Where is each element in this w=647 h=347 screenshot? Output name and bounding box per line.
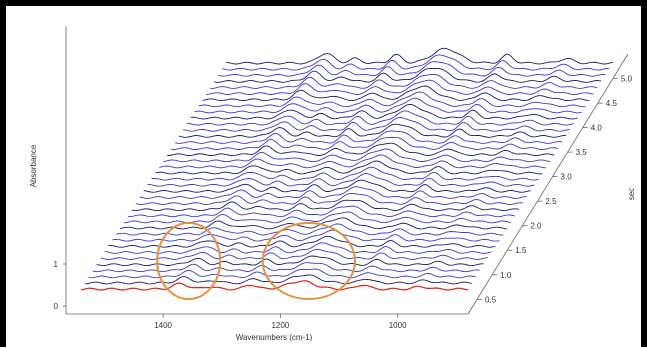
z-tick-label: 3.0 — [561, 173, 573, 182]
spectrum-trace — [178, 123, 567, 138]
spectrum-trace — [100, 248, 488, 260]
spectrum-trace — [147, 173, 535, 187]
spectrum-trace — [163, 148, 551, 163]
z-axis-line — [467, 53, 629, 315]
spectrum-trace — [108, 235, 496, 248]
z-tick-label: 2.5 — [545, 197, 557, 206]
spectrum-trace — [88, 268, 476, 279]
highlight-ellipse — [156, 222, 222, 300]
spectrum-trace — [190, 104, 578, 120]
z-axis-title: sec — [627, 188, 636, 200]
spectrum-trace — [96, 255, 484, 267]
y-tick-label: 1 — [54, 260, 59, 269]
spectrum-trace — [194, 97, 582, 114]
spectrum-trace — [112, 229, 500, 242]
z-tick-label: 5.0 — [621, 75, 633, 84]
spectrum-trace — [186, 110, 574, 126]
spectrum-trace — [222, 54, 610, 71]
spectrum-trace — [80, 280, 469, 291]
x-tick-label: 1400 — [154, 321, 172, 330]
spectrum-trace — [167, 142, 555, 157]
z-tick-label: 3.5 — [576, 148, 588, 157]
spectrum-trace — [127, 205, 516, 218]
spectrum-trace — [155, 160, 543, 175]
spectrum-trace — [202, 85, 590, 102]
highlight-group — [156, 222, 356, 300]
trace-group — [80, 47, 614, 291]
spectrum-trace — [131, 199, 519, 212]
spectrum-trace — [143, 179, 531, 193]
spectrum-trace — [120, 217, 508, 230]
z-tick-label: 0.5 — [485, 295, 497, 304]
spectrum-trace — [198, 91, 586, 108]
spectrum-trace — [139, 186, 527, 199]
spectrum-trace — [135, 192, 523, 205]
spectrum-trace — [84, 274, 473, 285]
spectrum-trace — [218, 61, 606, 77]
spectrum-trace — [151, 166, 539, 181]
waterfall-chart: 1400 1200 1000 0 1 0.5 1.0 1.5 2.0 2.5 3.0 3.5 4.0 4.… — [29, 26, 636, 342]
spectrum-trace — [171, 136, 559, 150]
y-axis-title: Absorbance — [29, 144, 38, 187]
z-tick-label: 2.0 — [530, 222, 542, 231]
spectrum-trace — [182, 117, 570, 132]
spectrum-trace — [210, 73, 598, 89]
y-tick-label: 0 — [54, 302, 59, 311]
axes-group — [65, 26, 629, 315]
tick-group: 1400 1200 1000 0 1 0.5 1.0 1.5 2.0 2.5 3.0 3.5 4.0 4.… — [54, 75, 633, 330]
spectrum-trace — [175, 130, 563, 144]
spectrum-trace — [159, 154, 547, 169]
z-tick-label: 4.0 — [591, 124, 603, 133]
x-tick-label: 1000 — [389, 321, 407, 330]
spectrum-trace — [124, 211, 512, 224]
highlight-ellipse — [261, 222, 356, 300]
z-tick-label: 1.0 — [500, 271, 512, 280]
z-tick-label: 1.5 — [515, 246, 527, 255]
spectrum-trace — [225, 47, 614, 65]
x-tick-label: 1200 — [271, 321, 289, 330]
x-axis-title: Wavenumbers (cm-1) — [236, 333, 313, 342]
plot-panel: 1400 1200 1000 0 1 0.5 1.0 1.5 2.0 2.5 3.0 3.5 4.0 4.… — [6, 6, 641, 347]
spectrum-trace — [214, 67, 602, 83]
spectrum-trace — [116, 223, 504, 236]
spectrum-trace — [206, 79, 594, 95]
spectrum-trace — [104, 242, 492, 254]
z-tick-label: 4.5 — [606, 99, 618, 108]
